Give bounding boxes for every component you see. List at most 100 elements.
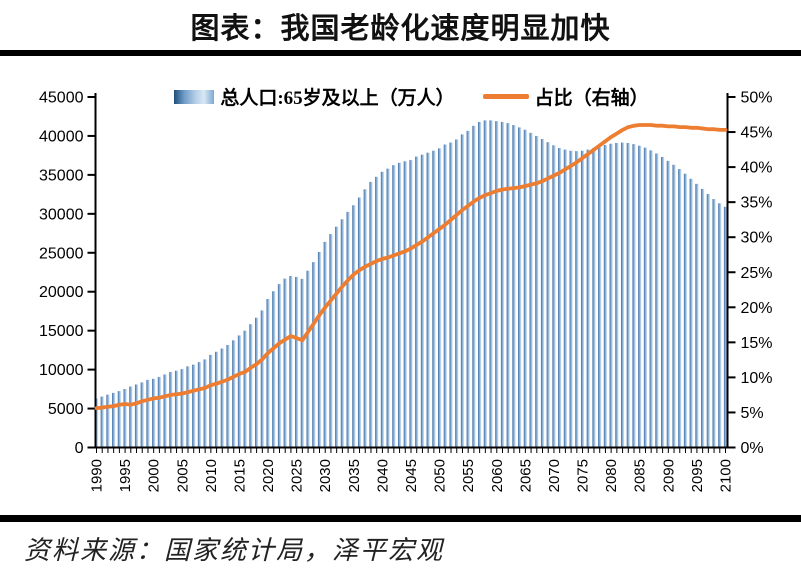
bar-year-2064	[518, 127, 522, 448]
bar-year-2057	[478, 121, 482, 448]
bar-year-2091	[672, 164, 676, 448]
x-axis-label: 2060	[489, 459, 506, 492]
bar-year-2044	[403, 161, 407, 448]
bar-year-1993	[112, 392, 116, 448]
bar-year-2006	[186, 366, 190, 448]
bar-year-1995	[123, 389, 127, 448]
bar-year-2086	[643, 147, 648, 448]
bar-year-2068	[540, 139, 545, 448]
bar-year-2035	[352, 205, 356, 448]
bar-year-2098	[712, 199, 716, 448]
right-axis-label: 25%	[741, 265, 773, 282]
bar-year-2056	[472, 125, 476, 448]
bar-year-2093	[683, 173, 688, 448]
bar-year-2014	[232, 340, 236, 448]
bar-year-2039	[375, 176, 379, 448]
bar-year-2040	[380, 171, 385, 448]
bar-year-2066	[529, 132, 533, 448]
bar-year-2097	[706, 193, 710, 448]
x-axis-label: 2100	[718, 459, 735, 492]
x-axis-label: 2085	[632, 459, 649, 492]
bar-year-2043	[397, 162, 402, 448]
x-axis-label: 2065	[517, 459, 534, 492]
left-axis-label: 40000	[39, 128, 84, 145]
right-axis-label: 35%	[741, 195, 773, 212]
bar-year-2016	[243, 330, 247, 448]
bar-year-2084	[632, 144, 636, 448]
left-axis-label: 10000	[39, 362, 84, 379]
bar-year-2003	[169, 372, 173, 448]
right-axis-label: 45%	[741, 125, 773, 142]
x-axis-label: 2095	[689, 459, 706, 492]
bar-year-2070	[552, 145, 556, 448]
x-axis-label: 2005	[174, 459, 191, 492]
bar-year-2088	[655, 153, 659, 448]
bar-year-2047	[420, 154, 425, 448]
bar-year-1991	[100, 396, 104, 448]
bar-year-2069	[546, 142, 550, 448]
bar-year-2041	[386, 168, 390, 448]
bar-year-2010	[209, 354, 213, 448]
chart-canvas: 0 5000 10000 15000 20000 25000 30000 35000 40000…	[39, 90, 773, 493]
bar-year-2063	[512, 125, 516, 448]
bar-year-2078	[598, 146, 602, 448]
right-axis-label: 20%	[741, 300, 773, 317]
bar-year-2024	[289, 275, 293, 448]
bar-year-2061	[500, 121, 505, 448]
x-axis-label: 2080	[603, 459, 620, 492]
x-axis-label: 2090	[660, 459, 677, 492]
bar-year-2002	[163, 374, 167, 448]
x-axis-label: 2015	[232, 459, 249, 492]
proportion-line	[94, 123, 728, 411]
right-axis-label: 40%	[741, 160, 773, 177]
bar-year-2052	[449, 142, 453, 448]
bar-year-2072	[563, 149, 567, 448]
bar-year-2020	[266, 299, 270, 448]
bar-year-2089	[661, 156, 665, 448]
x-axis-label: 2025	[289, 459, 306, 492]
x-axis-label: 2040	[374, 459, 391, 492]
x-axis-label: 2075	[575, 459, 592, 492]
right-axis-label: 0%	[741, 440, 764, 457]
bar-year-2096	[701, 188, 705, 448]
left-axis-label: 20000	[39, 284, 84, 301]
bar-year-2081	[615, 142, 619, 448]
left-axis-label: 5000	[48, 401, 84, 418]
bar-year-1994	[117, 391, 121, 448]
bar-year-2013	[226, 345, 230, 448]
bar-year-2037	[363, 189, 367, 448]
bar-year-2032	[335, 226, 339, 448]
bar-year-2027	[306, 270, 310, 448]
bar-year-2060	[495, 121, 499, 448]
bar-year-2026	[300, 278, 304, 448]
bar-year-2030	[323, 241, 327, 448]
bar-year-2053	[455, 139, 459, 448]
bar-year-2033	[340, 219, 344, 448]
x-axis-label: 2070	[546, 459, 563, 492]
bar-year-2009	[203, 359, 207, 448]
bar-year-2048	[426, 152, 430, 448]
bar-year-2029	[317, 252, 322, 448]
bar-year-2051	[443, 144, 447, 448]
x-axis-label: 2055	[460, 459, 477, 492]
bar-year-2045	[409, 160, 413, 448]
bar-year-2005	[180, 369, 184, 448]
bar-year-2054	[460, 134, 465, 448]
bar-year-2012	[220, 348, 224, 448]
bar-year-2028	[312, 262, 316, 448]
top-divider-rule	[0, 50, 801, 56]
bar-year-2007	[192, 364, 196, 448]
x-axis-label: 2045	[403, 459, 420, 492]
x-axis-label: 2050	[432, 459, 449, 492]
x-axis-label: 2030	[317, 459, 334, 492]
x-axis-label: 1990	[89, 459, 106, 492]
bar-year-2036	[357, 197, 362, 448]
bar-year-2073	[569, 150, 573, 448]
bar-year-2095	[695, 183, 699, 448]
right-axis-label: 50%	[741, 90, 773, 107]
bar-year-2046	[415, 156, 419, 448]
bar-year-2071	[558, 148, 562, 448]
bar-year-2058	[483, 120, 487, 448]
bar-year-2082	[620, 142, 625, 448]
bar-year-2076	[586, 149, 590, 448]
